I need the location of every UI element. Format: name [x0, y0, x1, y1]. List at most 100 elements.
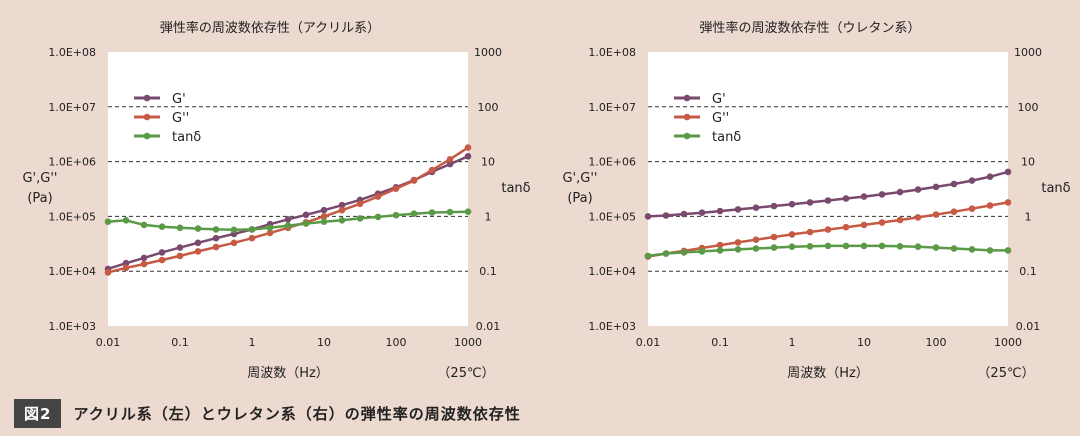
- data-point: [356, 215, 364, 222]
- data-point: [302, 220, 310, 227]
- y-tick-label: 1.0E+08: [588, 46, 636, 59]
- data-point: [914, 186, 922, 193]
- legend-label: G': [172, 92, 186, 107]
- data-point: [410, 210, 418, 217]
- data-point: [698, 248, 706, 255]
- data-point: [896, 243, 904, 250]
- data-point: [662, 212, 670, 219]
- data-point: [266, 224, 274, 232]
- y2-tick-label: 10: [481, 156, 495, 169]
- data-point: [176, 224, 184, 232]
- data-point: [968, 177, 976, 184]
- data-point: [806, 199, 814, 206]
- data-point: [266, 229, 274, 237]
- data-point: [950, 180, 958, 188]
- y2-tick-label: 0.01: [1016, 320, 1041, 333]
- data-point: [986, 173, 994, 180]
- data-point: [752, 245, 760, 252]
- x-tick-label: 1000: [994, 336, 1022, 349]
- data-point: [284, 216, 292, 223]
- y2-tick-label: 10: [1021, 156, 1035, 169]
- data-point: [932, 211, 940, 218]
- data-point: [230, 239, 238, 247]
- legend-label: G'': [172, 111, 189, 126]
- x-tick-label: 100: [926, 336, 947, 349]
- data-point: [392, 211, 400, 219]
- y-axis-unit: (Pa): [567, 191, 592, 206]
- data-point: [680, 249, 688, 256]
- data-point: [932, 244, 940, 251]
- y-axis-label: G',G'': [22, 171, 57, 186]
- chart-urethane: 弾性率の周波数依存性（ウレタン系） 1.0E+03 0.01 1.0E+04 0.1 1.…: [540, 0, 1080, 390]
- y-tick-label: 1.0E+07: [48, 101, 96, 114]
- data-point: [968, 205, 976, 212]
- data-point: [950, 208, 958, 215]
- y-tick-label: 1.0E+03: [588, 320, 636, 333]
- figure-label: 図2: [14, 398, 62, 428]
- legend-marker: [683, 132, 691, 140]
- data-point: [860, 221, 868, 229]
- y-tick-label: 1.0E+07: [588, 101, 636, 114]
- data-point: [1004, 199, 1012, 206]
- data-point: [356, 200, 364, 208]
- y-tick-label: 1.0E+05: [48, 210, 96, 223]
- data-point: [716, 247, 724, 254]
- chart-acrylic: 弾性率の周波数依存性（アクリル系） 1.0E+03 0.01 1.0E+04 0.1 1.…: [0, 0, 540, 390]
- data-point: [122, 217, 130, 224]
- legend-marker: [143, 94, 151, 102]
- legend-label: G': [712, 92, 726, 107]
- x-tick-label: 10: [857, 336, 871, 349]
- plot-area: [648, 52, 1008, 326]
- data-point: [896, 216, 904, 224]
- y-tick-label: 1.0E+04: [48, 265, 96, 278]
- data-point: [374, 213, 382, 221]
- data-point: [734, 246, 742, 253]
- data-point: [140, 260, 148, 268]
- data-point: [842, 223, 850, 231]
- data-point: [122, 259, 130, 267]
- data-point: [878, 191, 886, 198]
- y2-tick-label: 1: [1025, 210, 1032, 223]
- data-point: [644, 213, 652, 220]
- data-point: [914, 243, 922, 250]
- y-tick-label: 1.0E+05: [588, 210, 636, 223]
- y2-axis-label: tanδ: [501, 181, 530, 196]
- data-point: [230, 226, 238, 234]
- y2-tick-label: 0.1: [1019, 265, 1037, 278]
- data-point: [158, 249, 166, 256]
- data-point: [824, 197, 832, 204]
- data-point: [176, 244, 184, 251]
- data-point: [1004, 168, 1012, 176]
- data-point: [158, 256, 166, 264]
- data-point: [860, 242, 868, 250]
- data-point: [194, 239, 202, 247]
- x-tick-label: 0.01: [636, 336, 661, 349]
- data-point: [986, 247, 994, 254]
- y-tick-label: 1.0E+04: [588, 265, 636, 278]
- data-point: [338, 201, 346, 209]
- y2-axis-label: tanδ: [1041, 181, 1070, 196]
- data-point: [806, 243, 814, 250]
- data-point: [824, 226, 832, 233]
- data-point: [734, 206, 742, 213]
- data-point: [140, 221, 148, 229]
- data-point: [752, 204, 760, 211]
- y2-tick-label: 1000: [474, 46, 502, 59]
- data-point: [770, 233, 778, 241]
- data-point: [446, 160, 454, 168]
- y2-tick-label: 100: [478, 101, 499, 114]
- data-point: [662, 250, 670, 257]
- data-point: [122, 264, 130, 272]
- data-point: [338, 217, 346, 224]
- data-point: [734, 239, 742, 246]
- y2-tick-label: 100: [1018, 101, 1039, 114]
- x-tick-label: 1: [249, 336, 256, 349]
- data-point: [644, 252, 652, 260]
- y-axis-unit: (Pa): [27, 191, 52, 206]
- chart-urethane-svg: 弾性率の周波数依存性（ウレタン系）1.0E+03 0.011.0E+04 0.11.…: [562, 20, 1070, 381]
- data-point: [248, 226, 256, 233]
- figure-caption: 図2 アクリル系（左）とウレタン系（右）の弾性率の周波数依存性: [14, 398, 521, 428]
- data-point: [140, 254, 148, 262]
- data-point: [464, 144, 472, 151]
- data-point: [302, 211, 310, 219]
